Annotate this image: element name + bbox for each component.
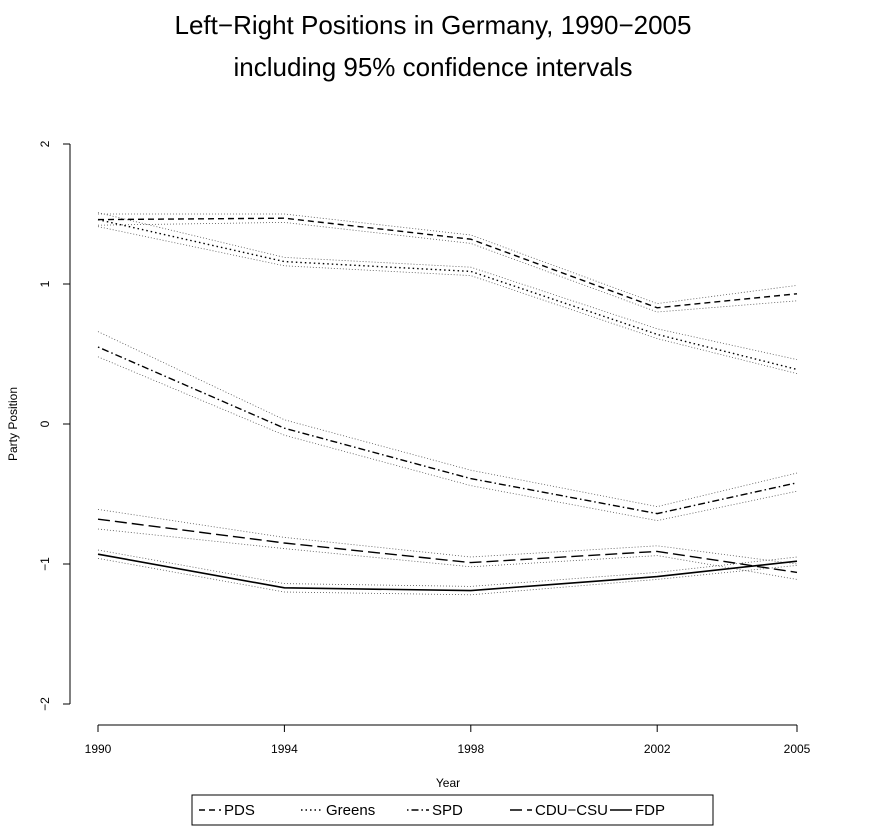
x-tick-label: 2005 bbox=[784, 742, 811, 756]
series-greens bbox=[97, 212, 798, 374]
series-greens-ci-lower bbox=[97, 226, 798, 374]
chart-title: Left−Right Positions in Germany, 1990−20… bbox=[175, 10, 692, 40]
series-fdp bbox=[97, 549, 798, 596]
legend-box bbox=[191, 794, 714, 826]
y-tick-label: 1 bbox=[38, 280, 52, 287]
x-tick-label: 1990 bbox=[85, 742, 112, 756]
y-tick-label: −1 bbox=[38, 557, 52, 571]
axes: −2 −1 0 1 2 1990 1994 1998 2002 2005 bbox=[38, 140, 811, 756]
x-tick-label: 2002 bbox=[644, 742, 671, 756]
legend-label-spd: SPD bbox=[432, 802, 463, 819]
y-tick-label: 0 bbox=[38, 420, 52, 427]
legend-label-cdu-csu: CDU−CSU bbox=[535, 802, 608, 819]
series-fdp-ci-lower bbox=[97, 558, 798, 596]
series-greens-ci-upper bbox=[97, 212, 798, 360]
series-cdu-csu-ci-lower bbox=[97, 528, 798, 580]
series-pds-line bbox=[97, 217, 798, 309]
y-axis-label: Party Position bbox=[6, 387, 20, 461]
legend-label-greens: Greens bbox=[326, 802, 375, 819]
series-fdp-ci-upper bbox=[97, 549, 798, 587]
series-spd-ci-lower bbox=[97, 356, 798, 522]
series-cdu-csu-line bbox=[97, 518, 798, 574]
series-pds-ci-upper bbox=[98, 213, 798, 305]
series-cdu-csu-ci-upper bbox=[97, 509, 798, 565]
legend-label-fdp: FDP bbox=[635, 802, 665, 819]
x-tick-label: 1994 bbox=[271, 742, 298, 756]
legend-label-pds: PDS bbox=[224, 802, 255, 819]
chart-subtitle: including 95% confidence intervals bbox=[234, 52, 633, 82]
series-pds-ci-lower bbox=[97, 221, 798, 313]
x-tick-label: 1998 bbox=[457, 742, 484, 756]
series-spd-line bbox=[97, 346, 798, 515]
series-spd bbox=[97, 331, 798, 522]
series-layer bbox=[97, 212, 798, 596]
x-axis-label: Year bbox=[436, 776, 460, 790]
y-tick-label: 2 bbox=[38, 140, 52, 147]
y-tick-label: −2 bbox=[38, 697, 52, 711]
legend: PDS Greens SPD CDU−CSU FDP bbox=[191, 794, 714, 826]
series-pds bbox=[97, 213, 798, 313]
series-spd-ci-upper bbox=[97, 331, 798, 508]
series-greens-line bbox=[97, 218, 798, 371]
series-fdp-line bbox=[97, 553, 798, 592]
series-cdu-csu bbox=[97, 509, 798, 580]
